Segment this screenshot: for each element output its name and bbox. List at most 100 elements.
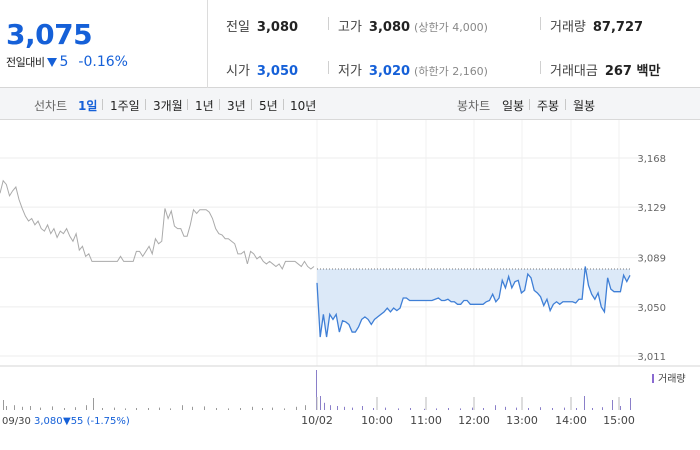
divider [145, 99, 146, 110]
y-tick-label: 3,011 [637, 352, 666, 363]
x-tick-label: 13:00 [506, 414, 538, 427]
period-5y[interactable]: 5년 [259, 99, 278, 113]
volume-bar [528, 408, 529, 410]
volume-bar [316, 370, 317, 410]
volume-bar [592, 408, 593, 410]
volume-bar [410, 408, 411, 410]
x-tick-label: 14:00 [555, 414, 587, 427]
volume-bar [3, 400, 4, 410]
volume-bar [192, 406, 193, 410]
volume-bar [495, 405, 496, 410]
quote-header: 3,075 전일대비 5 -0.16% 전일 3,080 고가 3,080 (상… [0, 0, 700, 88]
y-tick-label: 3,129 [637, 203, 666, 214]
volume-bar [385, 407, 386, 410]
volume-bar [344, 406, 345, 410]
volume-bar [324, 402, 325, 410]
period-3m[interactable]: 3개월 [153, 99, 183, 113]
period-10y[interactable]: 10년 [290, 99, 317, 113]
prev-day-price-line [0, 179, 315, 271]
volume-bar [362, 406, 363, 410]
high-value: 3,080 [368, 20, 411, 35]
volume-bar [22, 406, 23, 410]
volume-bar [30, 406, 31, 410]
volume-bar [14, 405, 15, 410]
volume-bar [540, 407, 541, 410]
volume-bar [228, 408, 229, 410]
divider [328, 17, 329, 30]
candle-monthly[interactable]: 월봉 [573, 99, 596, 113]
volume-bar [564, 407, 565, 410]
divider [565, 99, 566, 110]
volume-bar [373, 408, 374, 410]
volume-bar [182, 405, 183, 410]
divider [219, 99, 220, 110]
volume-bar [584, 396, 585, 410]
divider [529, 99, 530, 110]
volume-bar [125, 408, 126, 410]
volume-bar [612, 400, 613, 410]
volume-bar [398, 408, 399, 410]
divider [102, 99, 103, 110]
volume-bar [483, 408, 484, 410]
change-percent: -0.16% [78, 54, 128, 70]
open-label: 시가 [226, 64, 250, 79]
prev-day-date: 09/30 [2, 416, 31, 427]
low-cell: 저가 3,020 (하한가 2,160) [338, 60, 488, 79]
volume-bar [159, 407, 160, 410]
volume-bar [148, 408, 149, 410]
current-price: 3,075 [6, 18, 93, 51]
volume-bar [75, 407, 76, 410]
divider [251, 99, 252, 110]
volume-bar [576, 408, 577, 410]
period-1w[interactable]: 1주일 [110, 99, 140, 113]
change-label: 전일대비 [6, 56, 45, 69]
divider [283, 99, 284, 110]
volume-bar [552, 408, 553, 410]
volume-bar [262, 408, 263, 410]
prev-day-close: 3,080 [34, 416, 63, 427]
volume-legend-label: 거래량 [658, 373, 686, 385]
low-value: 3,020 [368, 64, 411, 79]
volume-value: 87,727 [592, 20, 644, 35]
volume-bars [3, 370, 631, 410]
candle-weekly[interactable]: 주봉 [537, 99, 560, 113]
y-tick-label: 3,089 [637, 254, 666, 265]
volume-bar [516, 407, 517, 410]
x-tick-label: 10:00 [361, 414, 393, 427]
period-3y[interactable]: 3년 [227, 99, 246, 113]
prev-day-change: ▼55 (-1.75%) [63, 416, 130, 427]
lower-limit: (하한가 2,160) [414, 65, 488, 78]
candle-daily[interactable]: 일봉 [502, 99, 525, 113]
today-area-fill [317, 266, 630, 338]
volume-legend-swatch [652, 374, 654, 383]
volume-bar [330, 405, 331, 410]
period-1y[interactable]: 1년 [195, 99, 214, 113]
volume-bar [6, 406, 7, 410]
x-tick-label: 10/02 [301, 414, 333, 427]
upper-limit: (상한가 4,000) [414, 21, 488, 34]
volume-bar [620, 406, 621, 410]
volume-bar [86, 405, 87, 410]
x-tick-label: 15:00 [603, 414, 635, 427]
volume-bar [352, 407, 353, 410]
price-chart[interactable]: 3,168 3,129 3,089 3,050 3,011 거래량 10/02 10:00… [0, 120, 700, 450]
x-axis-ticks: 10/02 10:00 11:00 12:00 13:00 14:00 15:00 [301, 397, 635, 427]
volume-bar [296, 406, 297, 410]
current-price-box: 3,075 전일대비 5 -0.16% [0, 0, 208, 88]
amount-label: 거래대금 [550, 64, 598, 79]
volume-bar [40, 407, 41, 410]
volume-bar [93, 398, 94, 410]
period-1d[interactable]: 1일 [78, 99, 98, 113]
chart-grid [0, 120, 640, 366]
volume-bar [337, 406, 338, 410]
volume-bar [272, 407, 273, 410]
low-label: 저가 [338, 64, 362, 79]
volume-bar [320, 396, 321, 410]
x-tick-label: 12:00 [458, 414, 490, 427]
volume-bar [102, 408, 103, 410]
volume-bar [52, 406, 53, 410]
y-tick-label: 3,168 [637, 154, 666, 165]
high-label: 고가 [338, 20, 362, 35]
prev-close-value: 3,080 [256, 20, 299, 35]
volume-bar [170, 408, 171, 410]
